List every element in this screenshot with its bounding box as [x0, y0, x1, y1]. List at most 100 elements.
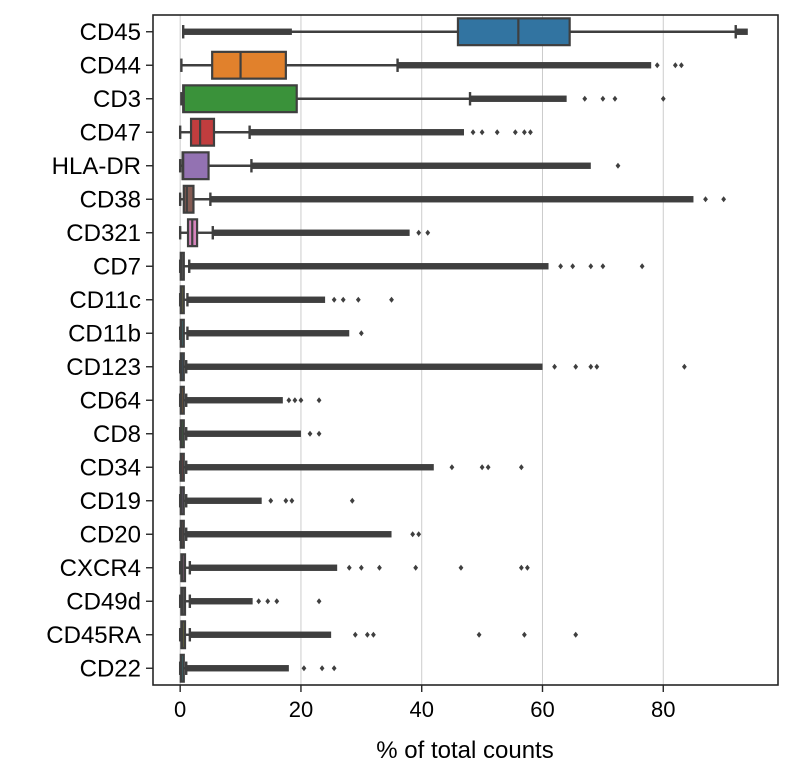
outlier-point-cd7-0: [558, 263, 564, 270]
outlier-point-cd123-2: [588, 363, 594, 370]
outlier-point-cd19-0: [268, 497, 274, 504]
y-tick-label-cd49d: CD49d: [66, 588, 141, 615]
outlier-point-cd3-0: [582, 95, 588, 102]
outlier-point-cd20-1: [416, 531, 422, 538]
box-cd19: [178, 486, 355, 516]
outliers-dense-cd8: [186, 430, 301, 437]
outlier-point-cd7-2: [588, 263, 594, 270]
outliers-dense-cd45: [735, 28, 748, 35]
outlier-point-cd11c-0: [331, 296, 337, 303]
outlier-point-cd64-0: [286, 397, 292, 404]
y-tick-label-cd123: CD123: [66, 354, 141, 381]
y-tick-label-cd45ra: CD45RA: [46, 622, 141, 649]
box-cd47: [178, 117, 533, 147]
outlier-point-cd123-4: [682, 363, 687, 370]
y-tick-label-cd20: CD20: [80, 521, 141, 548]
x-tick-label-60: 60: [530, 697, 554, 722]
y-tick-label-cd22: CD22: [80, 655, 141, 682]
outliers-dense-cd64: [186, 397, 283, 404]
box-iqr-cd45: [456, 17, 571, 47]
y-tick-label-cd45: CD45: [80, 19, 141, 46]
outlier-point-cxcr4-0: [346, 564, 352, 571]
outlier-point-cd11c-3: [389, 296, 394, 303]
outlier-point-cd44-1: [672, 62, 678, 69]
x-tick-label-0: 0: [174, 697, 186, 722]
outliers-dense-cd44: [397, 62, 652, 69]
outliers-dense-cd47: [249, 129, 464, 136]
outlier-point-cxcr4-6: [524, 564, 530, 571]
outlier-point-cd45ra-1: [364, 631, 370, 638]
outliers-dense-cd19: [186, 497, 262, 504]
outlier-point-cd11c-2: [355, 296, 361, 303]
box-cd45ra: [178, 620, 579, 650]
box-cd38: [178, 184, 727, 214]
outlier-point-cd47-3: [512, 129, 518, 136]
outliers-dense-cd45ra: [189, 631, 332, 638]
y-tick-label-cd38: CD38: [80, 186, 141, 213]
box-cd22: [178, 653, 337, 683]
box-cd34: [178, 452, 524, 482]
outlier-point-cd47-0: [470, 129, 476, 136]
outliers-dense-cd11b: [187, 330, 350, 337]
outlier-point-cd64-1: [292, 397, 298, 404]
outlier-point-cxcr4-3: [413, 564, 419, 571]
outlier-point-cd19-1: [283, 497, 289, 504]
box-iqr-cd47: [189, 117, 216, 147]
x-tick-label-80: 80: [651, 697, 675, 722]
outliers-dense-cd34: [186, 464, 434, 471]
outliers-dense-cd20: [186, 531, 392, 538]
outlier-point-cd45ra-3: [476, 631, 482, 638]
box-cd321: [178, 218, 431, 248]
box-cd3: [180, 84, 666, 114]
outliers-dense-cd22: [186, 665, 289, 672]
outlier-point-cd49d-0: [256, 598, 262, 605]
outlier-point-cd47-4: [521, 129, 527, 136]
outlier-point-cd7-1: [570, 263, 576, 270]
box-cd11b: [178, 318, 364, 348]
y-tick-label-cd11c: CD11c: [69, 287, 141, 314]
outlier-point-cd8-0: [307, 430, 313, 437]
outlier-point-cd3-3: [660, 95, 666, 102]
outlier-point-cd34-2: [485, 464, 491, 471]
outlier-point-cd11c-1: [340, 296, 346, 303]
y-tick-label-hla-dr: HLA-DR: [52, 153, 141, 180]
box-iqr-hla-dr: [181, 151, 210, 181]
outlier-point-cd45ra-0: [352, 631, 358, 638]
outlier-point-cxcr4-5: [518, 564, 524, 571]
outlier-point-cd45ra-4: [521, 631, 527, 638]
outlier-point-cd11b-0: [358, 330, 364, 337]
plot-frame: [152, 14, 779, 686]
outlier-point-cd7-4: [639, 263, 645, 270]
y-tick-label-cd8: CD8: [93, 421, 141, 448]
box-iqr-cd44: [211, 50, 287, 80]
outlier-point-cd47-1: [479, 129, 485, 136]
x-axis-title: % of total counts: [376, 737, 553, 764]
outlier-point-cd123-0: [552, 363, 557, 370]
box-cd7: [178, 251, 645, 281]
outliers-dense-cd7: [189, 263, 549, 270]
outliers-dense-cd321: [212, 229, 410, 236]
y-axis: CD45 CD44 CD3 CD47 HLA-DR CD38 CD321 CD7 CD11c CD…: [46, 19, 153, 682]
outlier-point-cd19-2: [289, 497, 295, 504]
y-tick-label-cd7: CD7: [93, 253, 141, 280]
outlier-point-cd49d-1: [265, 598, 271, 605]
outlier-point-cd19-3: [349, 497, 355, 504]
outliers-dense-cd11c: [187, 296, 326, 303]
box-series: [178, 17, 748, 683]
box-cd8: [178, 419, 322, 449]
outliers-dense-hla-dr: [251, 162, 591, 169]
y-tick-label-cd11b: CD11b: [68, 320, 141, 347]
outlier-point-cd49d-3: [316, 598, 322, 605]
outlier-point-cd3-1: [600, 95, 606, 102]
outlier-point-cd34-1: [479, 464, 485, 471]
outlier-point-cd45ra-5: [573, 631, 579, 638]
outliers-dense-cd3: [470, 95, 567, 102]
outlier-point-cd8-1: [316, 430, 322, 437]
box-cxcr4: [178, 553, 530, 583]
x-tick-label-20: 20: [289, 697, 313, 722]
outlier-point-cd22-1: [319, 665, 325, 672]
box-iqr-cd3: [182, 84, 298, 114]
y-tick-label-cd47: CD47: [80, 119, 141, 146]
box-cd45: [181, 17, 748, 47]
